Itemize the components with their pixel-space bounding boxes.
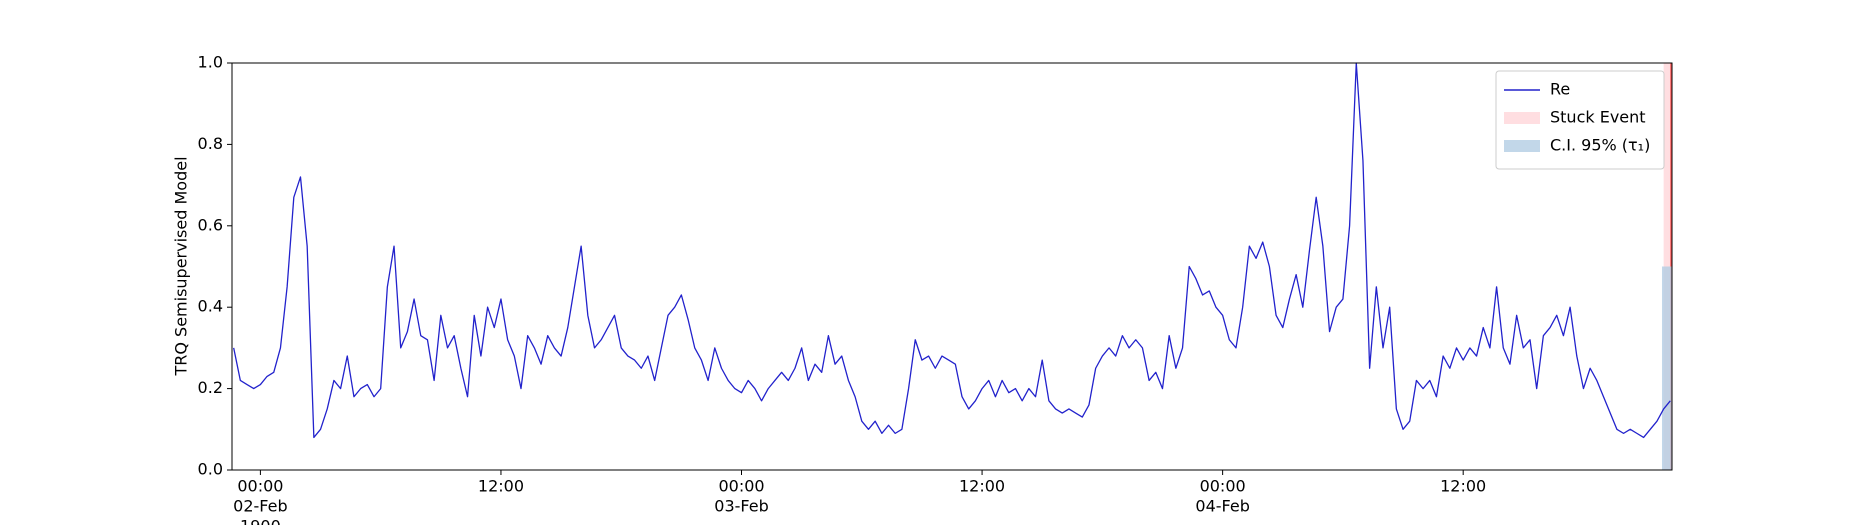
legend-swatch (1504, 140, 1540, 152)
y-tick-label: 0.0 (198, 460, 223, 479)
y-axis-label: TRQ Semisupervised Model (172, 156, 191, 376)
legend-label: Stuck Event (1550, 108, 1646, 127)
x-tick-label: 12:00 (959, 477, 1005, 496)
x-tick-label: 02-Feb (233, 497, 287, 516)
x-tick-label: 12:00 (478, 477, 524, 496)
legend-swatch (1504, 112, 1540, 124)
x-tick-label: 04-Feb (1195, 497, 1249, 516)
x-tick-label: 00:00 (237, 477, 283, 496)
x-tick-label: 00:00 (718, 477, 764, 496)
y-tick-label: 1.0 (198, 53, 223, 72)
x-tick-label: 1900 (240, 517, 281, 525)
y-tick-label: 0.6 (198, 215, 223, 234)
line (233, 62, 1671, 439)
legend-label: Re (1550, 80, 1570, 99)
x-tick-label: 12:00 (1440, 477, 1486, 496)
x-tick-label: 03-Feb (714, 497, 768, 516)
span (1661, 266, 1672, 470)
y-tick-label: 0.4 (198, 297, 223, 316)
x-tick-label: 00:00 (1200, 477, 1246, 496)
y-tick-label: 0.8 (198, 134, 223, 153)
y-tick-label: 0.2 (198, 378, 223, 397)
plot-frame (231, 62, 1673, 471)
legend-label: C.I. 95% (τ₁) (1550, 136, 1650, 155)
